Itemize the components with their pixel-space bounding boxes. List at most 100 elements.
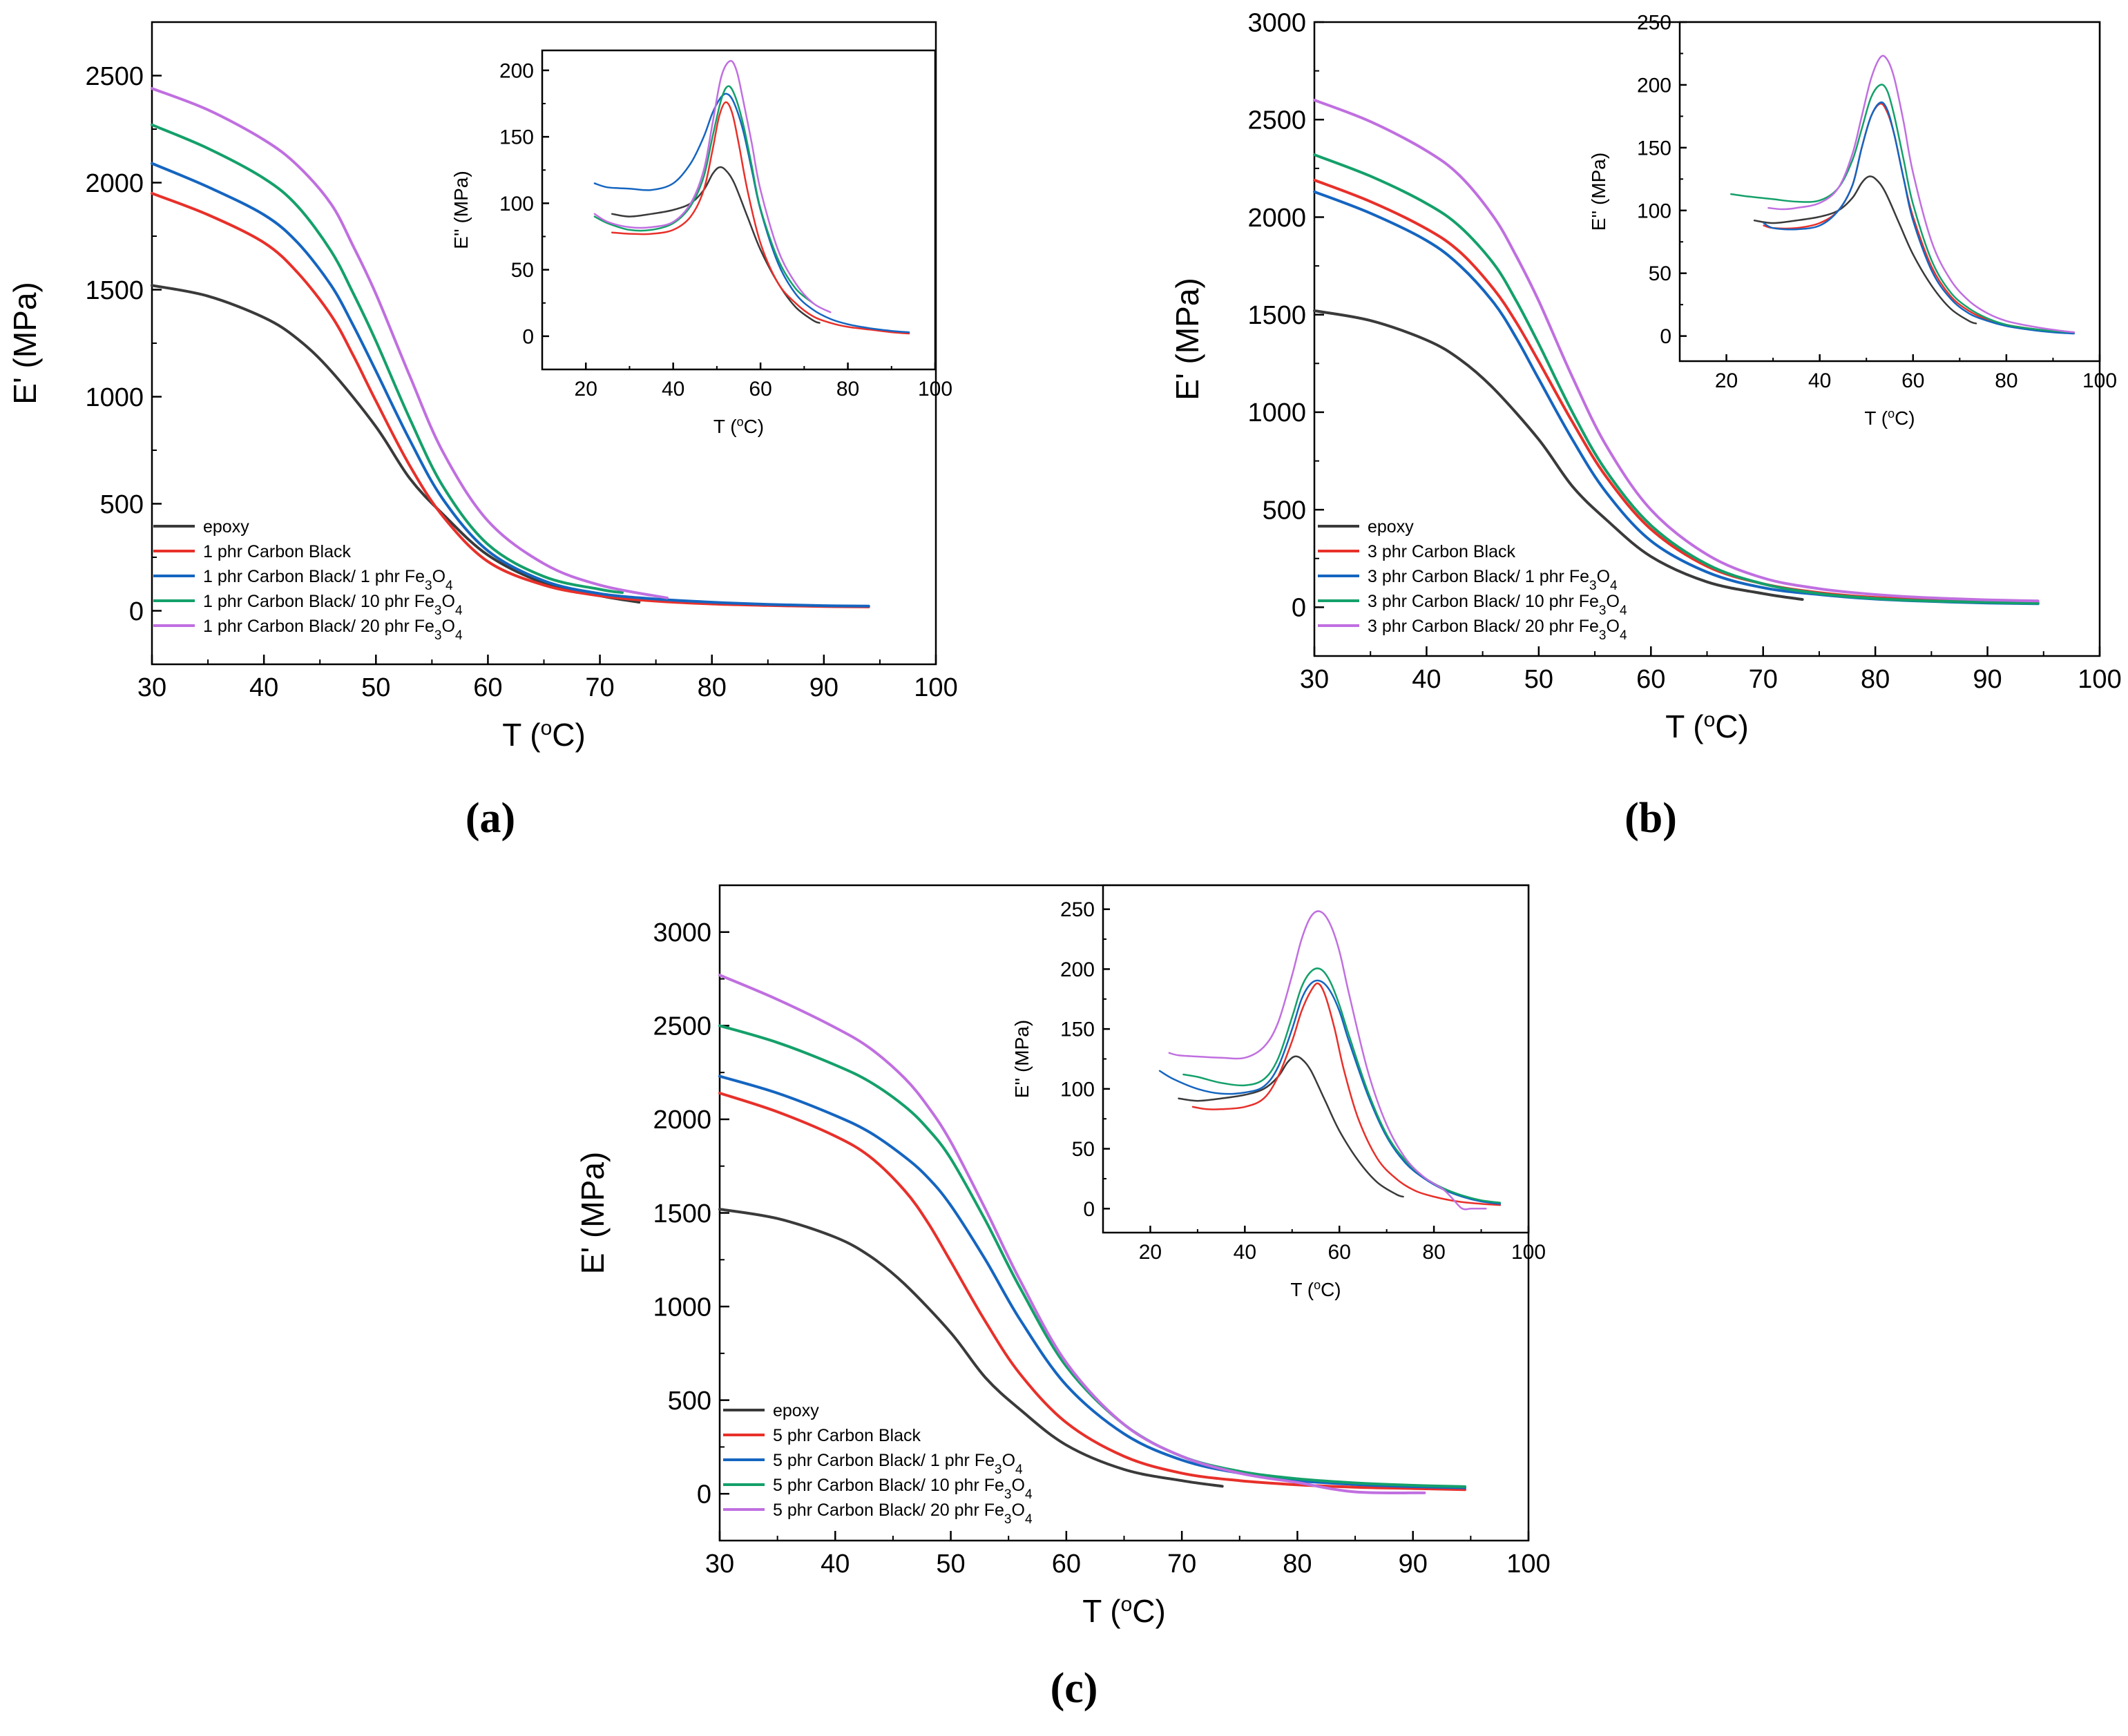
- panel-c-legend: epoxy 5 phr Carbon Black 5 phr Carbon Blac…: [723, 1401, 1033, 1527]
- panel-a-inset-bg: [542, 50, 935, 369]
- panel-b-main-y-tick-label: 1500: [1247, 301, 1306, 330]
- panel-b-main-x-tick-label: 70: [1749, 665, 1778, 694]
- panel-a-main-x-tick-label: 40: [249, 673, 278, 702]
- panel-a-inset-series-line-1: [611, 101, 910, 335]
- panel-c-legend-label-3: 5 phr Carbon Black/ 10 phr Fe3O4: [773, 1476, 1033, 1502]
- panel-b-legend-label-3-subscript: 4: [1620, 604, 1627, 618]
- panel-c-inset-y-tick-label: 150: [1060, 1019, 1095, 1041]
- panel-c-main-y-tick-label: 500: [668, 1387, 711, 1416]
- panel-c-main-x-tick-label: 40: [821, 1550, 850, 1579]
- panel-b-main-series-line-3: [1313, 153, 2040, 605]
- panel-a-legend-label-3: 1 phr Carbon Black/ 10 phr Fe3O4: [203, 592, 463, 618]
- panel-c-inset-x-tick-label: 20: [1139, 1241, 1162, 1264]
- panel-b-legend: epoxy 3 phr Carbon Black 3 phr Carbon Blac…: [1318, 517, 1627, 643]
- panel-c-legend-label-0-text: epoxy: [773, 1401, 819, 1420]
- panel-a-inset-x-tick-label: 40: [662, 378, 684, 401]
- panel-c-inset-y-tick-label: 200: [1060, 958, 1095, 981]
- panel-a-main-x-tick-label: 60: [473, 673, 502, 702]
- panel-c-legend-label-3-subscript: 4: [1025, 1487, 1033, 1502]
- panel-a-inset-series-line-0: [611, 166, 821, 324]
- panel-a-caption: (a): [466, 795, 515, 842]
- panel-a-legend-label-4-subscript: 3: [434, 628, 442, 643]
- panel-b-inset-x-tick-label: 100: [2082, 369, 2117, 392]
- panel-b-main-y-tick-label: 500: [1263, 496, 1306, 525]
- panel-a-inset-y-tick-label: 200: [499, 59, 534, 82]
- panel-b-inset-y-tick-label: 200: [1637, 74, 1671, 97]
- panel-b-legend-label-2-text: O: [1597, 567, 1610, 586]
- panel-b-main-x-tick-label: 40: [1412, 665, 1441, 694]
- panel-c-inset-y-tick-label: 0: [1083, 1198, 1095, 1221]
- panel-b-legend-label-2-subscript: 4: [1610, 579, 1618, 593]
- panel-a-legend-label-2-subscript: 3: [425, 579, 432, 593]
- panel-b-legend-label-3-text: O: [1606, 592, 1619, 611]
- undefined-text: T (: [502, 717, 541, 753]
- panel-b-main-x-tick-label: 30: [1300, 665, 1329, 694]
- panel-c-legend-label-2-text: 5 phr Carbon Black/ 1 phr Fe: [773, 1451, 995, 1470]
- panel-b-main-y-tick-label: 3000: [1247, 8, 1306, 37]
- undefined-degree-sup: o: [1121, 1593, 1133, 1616]
- panel-a-main-series-line-2: [151, 162, 870, 608]
- panel-b-main-y-tick-label: 0: [1292, 594, 1306, 623]
- panel-a-main-y-tick-label: 0: [129, 597, 144, 626]
- panel-c-inset-y-tick-label: 250: [1060, 898, 1095, 921]
- panel-b-inset-series-line-3: [1730, 84, 2076, 334]
- panel-c-legend-label-0: epoxy: [773, 1401, 819, 1420]
- panel-a-inset-x-tick-label: 20: [575, 378, 597, 401]
- panel-b-main-series-line-4: [1313, 99, 2040, 603]
- undefined-unit: C): [1132, 1593, 1166, 1629]
- panel-a-inset-series-line-2: [593, 93, 910, 334]
- panel-c-legend-label-4-subscript: 3: [1004, 1512, 1012, 1527]
- panel-a-main-x-tick-label: 80: [698, 673, 727, 702]
- panel-b-main-x-tick-label: 60: [1636, 665, 1665, 694]
- panel-b-legend-label-2: 3 phr Carbon Black/ 1 phr Fe3O4: [1368, 567, 1618, 593]
- panel-a-main-series-line-4: [151, 87, 669, 599]
- panel-b-inset-x-tick-label: 60: [1901, 369, 1924, 392]
- panel-b: 30 40 50 60 70 80 90 10005001000150020002500300…: [1169, 8, 2122, 842]
- panel-c-main-x-tick-label: 100: [1506, 1550, 1550, 1579]
- panel-c-legend-label-2-text: O: [1002, 1451, 1015, 1470]
- panel-b-legend-label-1-text: 3 phr Carbon Black: [1368, 542, 1516, 561]
- undefined-unit: C): [1715, 708, 1749, 744]
- panel-b-inset-series-line-2: [1763, 101, 2076, 335]
- panel-b-inset-series-line-4: [1767, 55, 2076, 334]
- panel-b-main-series-line-0: [1313, 309, 1804, 601]
- panel-a-legend-label-0: epoxy: [203, 517, 249, 537]
- panel-b-main-x-tick-label: 80: [1861, 665, 1890, 694]
- panel-c-main-x-tick-label: 60: [1052, 1550, 1081, 1579]
- panel-a-legend-label-1: 1 phr Carbon Black: [203, 542, 352, 561]
- panel-a-main-y-tick-label: 500: [100, 490, 144, 519]
- panel-b-legend-label-4-text: O: [1606, 617, 1619, 636]
- panel-c-main-y-tick-label: 1000: [653, 1293, 711, 1322]
- panel-c-legend-label-2-subscript: 4: [1015, 1463, 1023, 1477]
- panel-b-inset-y-tick-label: 150: [1637, 137, 1671, 160]
- panel-a-main-series-line-3: [151, 123, 624, 595]
- text: T (oC): [502, 717, 586, 753]
- undefined-unit: C): [1895, 407, 1915, 429]
- panel-c-inset-x-tick-label: 80: [1422, 1241, 1445, 1264]
- panel-c-main-x-tick-label: 30: [705, 1550, 734, 1579]
- panel-a-inset-y-tick-label: 0: [522, 325, 534, 348]
- panel-c-main-y-tick-label: 3000: [653, 918, 711, 947]
- panel-b-inset-frame: [1678, 21, 2101, 363]
- panel-a-legend-label-3-text: O: [441, 592, 454, 611]
- panel-a-legend-label-2-text: 1 phr Carbon Black/ 1 phr Fe: [203, 567, 425, 586]
- panel-c-main-x-tick-label: 70: [1167, 1550, 1196, 1579]
- panel-c-main-series-line-3: [718, 1024, 1466, 1488]
- panel-c-inset-x-tick-label: 100: [1511, 1241, 1546, 1264]
- undefined-text: T (: [713, 416, 737, 437]
- panel-c-legend-label-4-text: 5 phr Carbon Black/ 20 phr Fe: [773, 1501, 1004, 1520]
- panel-c-inset-x-tick-label: 40: [1234, 1241, 1256, 1264]
- panel-a-inset-y-tick-label: 100: [499, 193, 534, 215]
- panel-c-legend-label-1: 5 phr Carbon Black: [773, 1426, 921, 1445]
- panel-a-main-x-tick-label: 90: [809, 673, 838, 702]
- panel-c-main-series-line-4: [718, 974, 1426, 1495]
- panel-b-legend-label-4-subscript: 3: [1599, 628, 1607, 643]
- panel-a-legend-label-0-text: epoxy: [203, 517, 249, 537]
- panel-b-inset-y-axis-label: E'' (MPa): [1588, 153, 1609, 231]
- panel-a-legend-label-4: 1 phr Carbon Black/ 20 phr Fe3O4: [203, 617, 463, 643]
- panel-c-main-x-tick-label: 50: [936, 1550, 965, 1579]
- panel-b-legend-label-3: 3 phr Carbon Black/ 10 phr Fe3O4: [1368, 592, 1627, 618]
- panel-a-main-x-tick-label: 50: [361, 673, 390, 702]
